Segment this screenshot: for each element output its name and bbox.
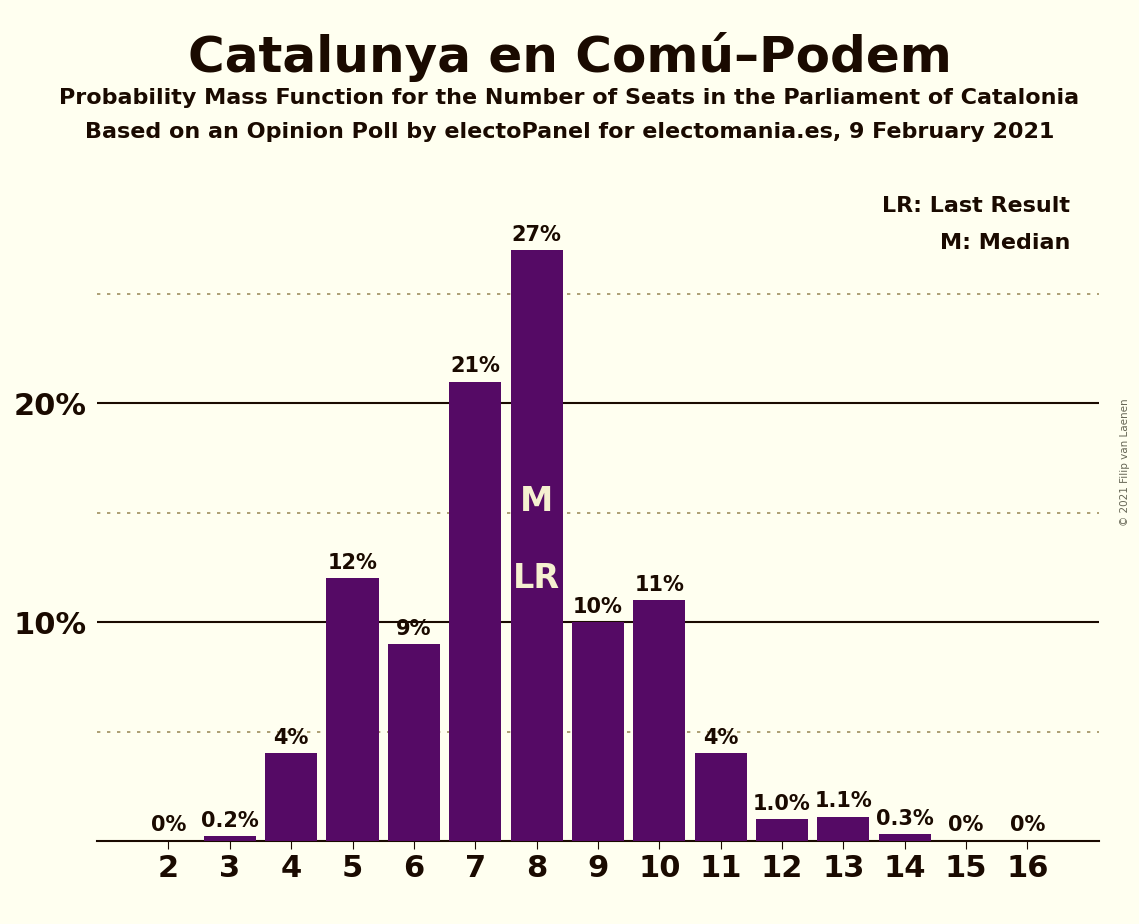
Bar xyxy=(265,753,318,841)
Text: © 2021 Filip van Laenen: © 2021 Filip van Laenen xyxy=(1121,398,1130,526)
Text: M: Median: M: Median xyxy=(940,233,1071,253)
Text: M: M xyxy=(521,485,554,518)
Text: 21%: 21% xyxy=(450,356,500,376)
Text: Probability Mass Function for the Number of Seats in the Parliament of Catalonia: Probability Mass Function for the Number… xyxy=(59,88,1080,108)
Text: 27%: 27% xyxy=(511,225,562,245)
Text: 0%: 0% xyxy=(150,815,186,835)
Text: 4%: 4% xyxy=(273,728,309,748)
Text: 1.1%: 1.1% xyxy=(814,791,872,811)
Text: Based on an Opinion Poll by electoPanel for electomania.es, 9 February 2021: Based on an Opinion Poll by electoPanel … xyxy=(84,122,1055,142)
Bar xyxy=(818,817,869,841)
Text: 9%: 9% xyxy=(396,618,432,638)
Text: Catalunya en Comú–Podem: Catalunya en Comú–Podem xyxy=(188,32,951,82)
Bar xyxy=(449,382,501,841)
Bar xyxy=(572,622,624,841)
Bar xyxy=(510,250,563,841)
Text: LR: Last Result: LR: Last Result xyxy=(883,196,1071,215)
Bar xyxy=(204,836,256,841)
Bar xyxy=(756,819,809,841)
Text: 4%: 4% xyxy=(703,728,738,748)
Text: 12%: 12% xyxy=(328,553,377,573)
Text: 0%: 0% xyxy=(949,815,984,835)
Bar xyxy=(695,753,747,841)
Text: 11%: 11% xyxy=(634,575,685,595)
Text: 10%: 10% xyxy=(573,597,623,616)
Bar xyxy=(387,644,440,841)
Bar xyxy=(878,834,931,841)
Bar xyxy=(633,601,686,841)
Bar xyxy=(327,578,378,841)
Text: LR: LR xyxy=(513,562,560,595)
Text: 1.0%: 1.0% xyxy=(753,794,811,813)
Text: 0%: 0% xyxy=(1010,815,1046,835)
Text: 0.3%: 0.3% xyxy=(876,808,934,829)
Text: 0.2%: 0.2% xyxy=(200,811,259,831)
